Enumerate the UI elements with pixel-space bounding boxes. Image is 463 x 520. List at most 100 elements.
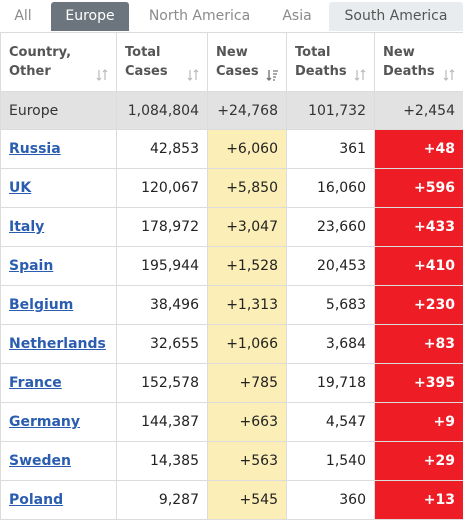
total-deaths-cell: 5,683 xyxy=(286,285,375,325)
header-new-cases[interactable]: New Cases xyxy=(207,32,287,92)
header-label-line1: New xyxy=(383,45,415,60)
total-deaths-cell: 1,540 xyxy=(286,441,375,481)
header-total-deaths[interactable]: Total Deaths xyxy=(286,32,375,92)
tab-europe[interactable]: Europe xyxy=(51,2,129,31)
new-cases-cell: +545 xyxy=(207,480,287,520)
covid-stats-table: Country, Other Total Cases New Cases Tot… xyxy=(0,32,463,520)
total-row: Europe 1,084,804 +24,768 101,732 +2,454 xyxy=(0,91,463,130)
header-label-line1: Country, xyxy=(9,45,72,60)
total-cases-cell: 14,385 xyxy=(116,441,208,481)
header-country[interactable]: Country, Other xyxy=(0,32,117,92)
new-cases-cell: +785 xyxy=(207,363,287,403)
new-deaths-cell: +395 xyxy=(374,363,463,403)
new-cases-cell: +563 xyxy=(207,441,287,481)
country-cell: Russia xyxy=(0,129,117,169)
table-header-row: Country, Other Total Cases New Cases Tot… xyxy=(0,32,463,92)
new-cases-cell: +3,047 xyxy=(207,207,287,247)
header-total-cases[interactable]: Total Cases xyxy=(116,32,208,92)
country-link[interactable]: Germany xyxy=(9,414,81,430)
header-label-line2: Deaths xyxy=(295,64,347,79)
country-cell: Netherlands xyxy=(0,324,117,364)
total-row-region: Europe xyxy=(0,91,117,130)
header-label-line1: New xyxy=(216,45,248,60)
header-label-line2: Deaths xyxy=(383,64,435,79)
total-cases-cell: 32,655 xyxy=(116,324,208,364)
total-cases-cell: 38,496 xyxy=(116,285,208,325)
new-cases-cell: +24,768 xyxy=(207,91,287,130)
country-cell: France xyxy=(0,363,117,403)
total-deaths-cell: 20,453 xyxy=(286,246,375,286)
country-cell: Sweden xyxy=(0,441,117,481)
new-deaths-cell: +83 xyxy=(374,324,463,364)
tab-south-america[interactable]: South America xyxy=(329,2,463,31)
table-row: UK 120,067 +5,850 16,060 +596 xyxy=(0,168,463,208)
new-deaths-cell: +29 xyxy=(374,441,463,481)
country-link[interactable]: France xyxy=(9,375,62,391)
country-cell: Belgium xyxy=(0,285,117,325)
table-row: Germany 144,387 +663 4,547 +9 xyxy=(0,402,463,442)
new-deaths-cell: +48 xyxy=(374,129,463,169)
country-link[interactable]: Spain xyxy=(9,258,54,274)
table-row: Russia 42,853 +6,060 361 +48 xyxy=(0,129,463,169)
country-link[interactable]: Netherlands xyxy=(9,336,106,352)
new-cases-cell: +5,850 xyxy=(207,168,287,208)
total-deaths-cell: 361 xyxy=(286,129,375,169)
header-label-line2: Cases xyxy=(125,64,168,79)
tab-asia[interactable]: Asia xyxy=(282,8,312,24)
tab-north-america[interactable]: North America xyxy=(148,8,251,24)
new-cases-cell: +1,313 xyxy=(207,285,287,325)
header-new-deaths[interactable]: New Deaths xyxy=(374,32,463,92)
new-cases-cell: +1,066 xyxy=(207,324,287,364)
new-deaths-cell: +433 xyxy=(374,207,463,247)
total-deaths-cell: 4,547 xyxy=(286,402,375,442)
total-deaths-cell: 101,732 xyxy=(286,91,375,130)
total-cases-cell: 195,944 xyxy=(116,246,208,286)
sort-neutral-icon xyxy=(354,69,366,81)
country-link[interactable]: Belgium xyxy=(9,297,74,313)
table-row: Poland 9,287 +545 360 +13 xyxy=(0,480,463,520)
country-link[interactable]: Sweden xyxy=(9,453,71,469)
table-row: Sweden 14,385 +563 1,540 +29 xyxy=(0,441,463,481)
new-deaths-cell: +9 xyxy=(374,402,463,442)
tab-all[interactable]: All xyxy=(14,8,32,24)
country-link[interactable]: UK xyxy=(9,180,32,196)
country-link[interactable]: Russia xyxy=(9,141,61,157)
total-deaths-cell: 23,660 xyxy=(286,207,375,247)
new-deaths-cell: +410 xyxy=(374,246,463,286)
new-deaths-cell: +2,454 xyxy=(374,91,463,130)
country-cell: UK xyxy=(0,168,117,208)
country-cell: Italy xyxy=(0,207,117,247)
header-label-line1: Total xyxy=(295,45,331,60)
table-row: Spain 195,944 +1,528 20,453 +410 xyxy=(0,246,463,286)
total-cases-cell: 144,387 xyxy=(116,402,208,442)
sort-descending-icon xyxy=(266,70,278,81)
sort-neutral-icon xyxy=(96,69,108,81)
header-label-line2: Cases xyxy=(216,64,259,79)
header-label-line2: Other xyxy=(9,64,51,79)
total-deaths-cell: 360 xyxy=(286,480,375,520)
country-link[interactable]: Italy xyxy=(9,219,45,235)
sort-neutral-icon xyxy=(443,69,455,81)
table-row: Netherlands 32,655 +1,066 3,684 +83 xyxy=(0,324,463,364)
country-cell: Germany xyxy=(0,402,117,442)
total-cases-cell: 120,067 xyxy=(116,168,208,208)
new-deaths-cell: +230 xyxy=(374,285,463,325)
new-cases-cell: +663 xyxy=(207,402,287,442)
total-deaths-cell: 19,718 xyxy=(286,363,375,403)
sort-neutral-icon xyxy=(187,69,199,81)
total-cases-cell: 152,578 xyxy=(116,363,208,403)
total-deaths-cell: 16,060 xyxy=(286,168,375,208)
new-deaths-cell: +13 xyxy=(374,480,463,520)
total-cases-cell: 9,287 xyxy=(116,480,208,520)
total-cases-cell: 42,853 xyxy=(116,129,208,169)
country-cell: Spain xyxy=(0,246,117,286)
header-label-line1: Total xyxy=(125,45,161,60)
table-row: France 152,578 +785 19,718 +395 xyxy=(0,363,463,403)
table-row: Belgium 38,496 +1,313 5,683 +230 xyxy=(0,285,463,325)
table-row: Italy 178,972 +3,047 23,660 +433 xyxy=(0,207,463,247)
new-cases-cell: +1,528 xyxy=(207,246,287,286)
new-cases-cell: +6,060 xyxy=(207,129,287,169)
country-cell: Poland xyxy=(0,480,117,520)
total-deaths-cell: 3,684 xyxy=(286,324,375,364)
country-link[interactable]: Poland xyxy=(9,492,64,508)
